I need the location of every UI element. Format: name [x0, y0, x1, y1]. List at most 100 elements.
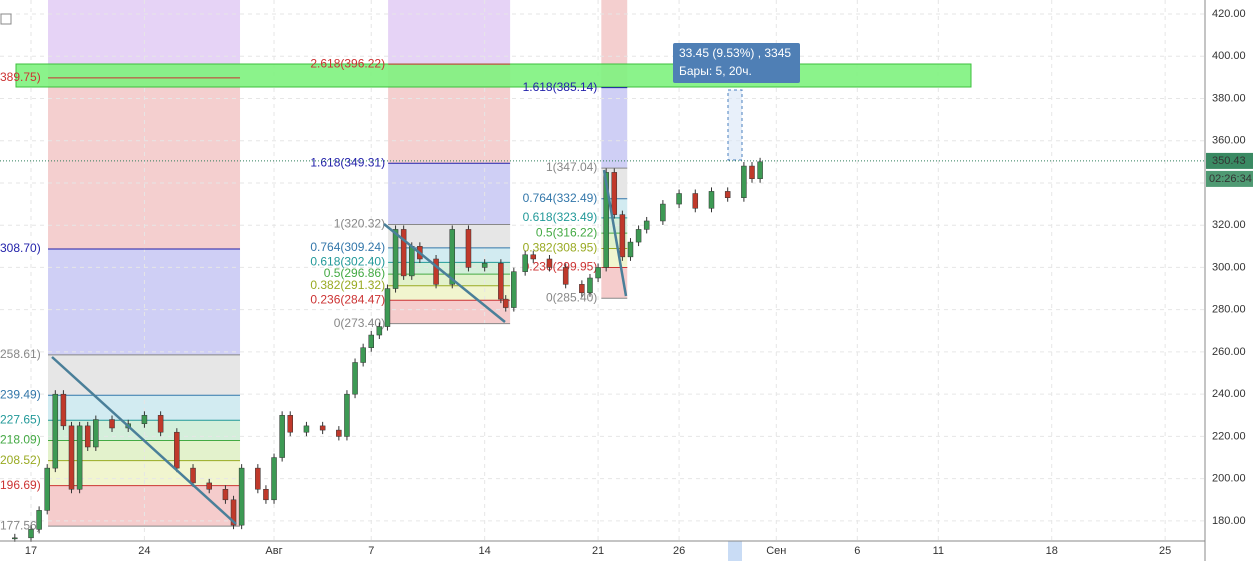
x-tick-label: 6: [854, 545, 860, 557]
candle: [279, 411, 285, 462]
candle-body: [530, 254, 537, 260]
y-tick-label: 380.00: [1212, 92, 1246, 104]
candle-body: [84, 425, 91, 448]
candle: [433, 254, 439, 289]
candle: [68, 421, 75, 494]
candle-body: [498, 262, 504, 300]
x-tick-label: 11: [933, 545, 944, 557]
candle-body: [611, 172, 618, 215]
candle-body: [279, 415, 285, 458]
fib-label: 0.236(284.47): [310, 292, 385, 306]
candle-body: [190, 467, 196, 484]
candle: [271, 453, 277, 504]
candle: [611, 168, 618, 219]
settings-icon[interactable]: [0, 13, 12, 25]
candle-body: [587, 277, 593, 294]
x-tick-label: 17: [25, 545, 37, 557]
fib-label: 177.56): [0, 518, 41, 532]
y-tick-label: 260.00: [1212, 346, 1246, 358]
candle: [376, 322, 383, 340]
candle: [206, 478, 212, 494]
fib-zone: [388, 285, 511, 301]
fib-label: 0.5(296.86): [324, 266, 385, 280]
candle-body: [757, 161, 763, 179]
candle: [676, 189, 682, 209]
candle: [352, 358, 358, 399]
candle-body: [28, 529, 34, 539]
candle: [619, 210, 626, 261]
candle: [749, 162, 755, 183]
fib-label: 0.618(323.49): [523, 210, 598, 224]
fib-label: 0.764(332.49): [523, 191, 598, 205]
fib-label: 0(285.40): [546, 290, 597, 304]
candle: [757, 157, 763, 183]
fib-label: 0(273.40): [334, 316, 385, 330]
candle: [157, 411, 164, 437]
axis-labels: 180.00 200.00 220.00 240.00 260.00 280.00 300.…: [0, 8, 1253, 557]
candle: [635, 225, 642, 247]
candle: [36, 506, 42, 534]
candle: [546, 254, 553, 272]
candle: [174, 428, 180, 473]
fib-label: 196.69): [0, 478, 41, 492]
candle-body: [708, 191, 715, 209]
candle-body: [222, 488, 229, 501]
fib-label: 0.382(308.95): [523, 241, 598, 255]
x-tick-label: 26: [673, 545, 685, 557]
candle-body: [141, 415, 148, 425]
candle: [303, 421, 310, 437]
candle: [392, 225, 399, 293]
y-tick-label: 400.00: [1212, 50, 1246, 62]
candle-body: [352, 362, 358, 395]
candle-body: [595, 267, 601, 279]
tooltip: [673, 43, 800, 83]
y-tick-label: 360.00: [1212, 135, 1246, 147]
candle-body: [579, 284, 585, 294]
fib-label: 1(320.32): [334, 217, 385, 231]
fib-label: 258.61): [0, 347, 41, 361]
candle: [708, 187, 715, 213]
fib-label: 0.618(302.40): [310, 255, 385, 269]
fib-zone: [388, 262, 511, 275]
candle-body: [481, 262, 488, 268]
candle: [109, 415, 115, 432]
candle-body: [174, 431, 180, 469]
candle-body: [238, 467, 245, 526]
candle: [627, 238, 634, 261]
candle: [724, 187, 731, 202]
candle: [511, 267, 517, 312]
candle-body: [562, 267, 569, 285]
candle: [595, 263, 601, 282]
candle-body: [409, 246, 415, 277]
x-tick-label: 14: [479, 545, 491, 557]
candle-body: [303, 425, 310, 433]
last-price-box: [1206, 152, 1253, 169]
y-tick-label: 300.00: [1212, 261, 1246, 273]
candle-body: [660, 203, 666, 222]
candle-body: [263, 488, 269, 501]
x-tick-label: Авг: [265, 545, 282, 557]
y-tick-label: 320.00: [1212, 219, 1246, 231]
candle: [562, 263, 569, 289]
candle-body: [603, 172, 609, 268]
fib-label: 0.236(299.95): [523, 260, 598, 274]
candle: [498, 259, 504, 304]
candle-body: [319, 425, 326, 431]
candle: [287, 411, 293, 437]
candle-body: [109, 419, 115, 429]
candle-body: [287, 415, 293, 433]
candle-body: [502, 298, 509, 308]
candle-body: [206, 482, 212, 490]
grid: [0, 0, 1205, 541]
candle-body: [400, 229, 407, 277]
candle: [344, 390, 350, 441]
candle: [368, 331, 375, 352]
fib-label: 308.70): [0, 241, 41, 255]
x-tick-label: Сен: [766, 545, 786, 557]
last-price-label: 350.43: [1212, 155, 1246, 167]
candle-body: [465, 229, 472, 268]
candle: [84, 421, 91, 451]
y-tick-label: 200.00: [1212, 473, 1246, 485]
candle: [93, 415, 99, 451]
candle-body: [93, 419, 99, 448]
